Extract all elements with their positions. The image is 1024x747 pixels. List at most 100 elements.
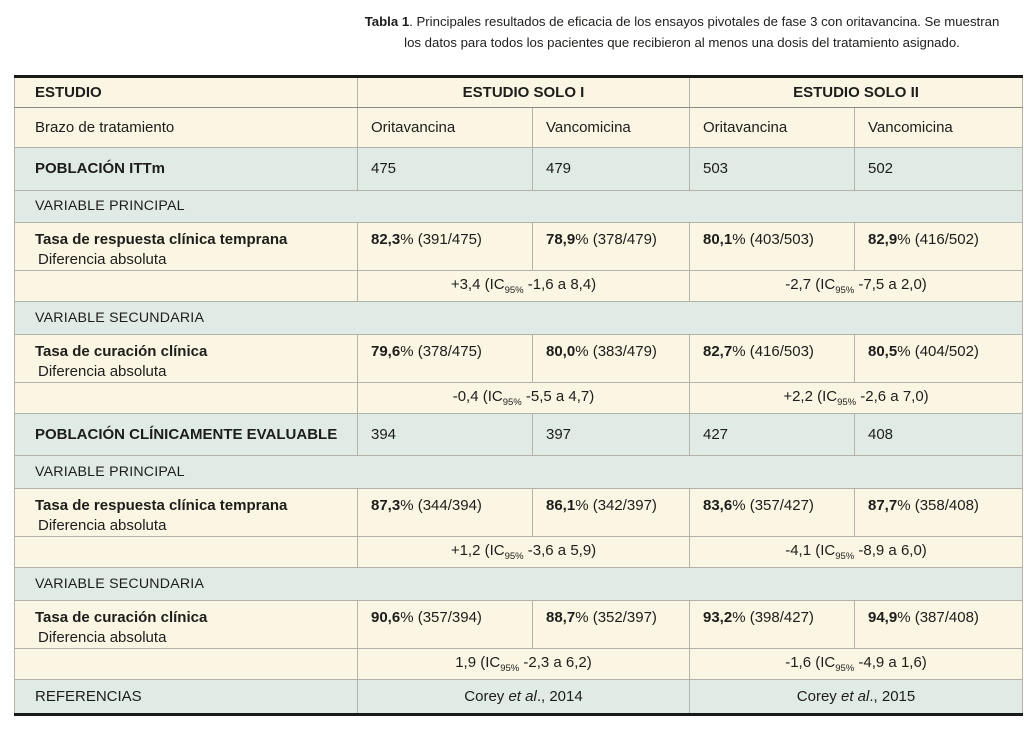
pce-population-row: POBLACIÓN CLÍNICAMENTE EVALUABLE 394 397… [14, 412, 1024, 456]
value-solo2-vanco: 82,9% (416/502) [853, 221, 1024, 271]
caption-label: Tabla 1 [364, 14, 410, 29]
ci-subscript: 95% [835, 550, 855, 562]
value-frac: % (387/408) [897, 608, 979, 626]
diff-text: -2,3 a 6,2) [519, 653, 592, 671]
header-estudio-solo-2: ESTUDIO SOLO II [688, 75, 1024, 108]
value-pct: 88,7 [546, 608, 576, 626]
value-frac: % (358/408) [897, 496, 979, 514]
value-frac: % (416/503) [732, 342, 814, 360]
value-pct: 86,1 [546, 496, 576, 514]
measure-label: Tasa de curación clínica [35, 608, 208, 626]
measure-sublabel: Diferencia absoluta [38, 250, 167, 268]
reference-etal: et al [508, 687, 537, 705]
value-solo1-vanco: 88,7% (352/397) [532, 599, 690, 649]
measure-sublabel: Diferencia absoluta [38, 516, 167, 534]
ci-subscript: 95% [502, 396, 522, 408]
value-frac: % (416/502) [897, 230, 979, 248]
ittm-principal-diff-row: +3,4 (IC95% -1,6 a 8,4) -2,7 (IC95% -7,5… [14, 269, 1024, 302]
value-pct: 82,7 [703, 342, 733, 360]
value-solo1-orita: 79,6% (378/475) [357, 333, 533, 383]
ittm-population-label: POBLACIÓN ITTm [14, 146, 358, 191]
pce-population-label: POBLACIÓN CLÍNICAMENTE EVALUABLE [14, 412, 358, 456]
empty-cell [14, 647, 358, 680]
arm-solo1-vancomicina: Vancomicina [532, 106, 690, 148]
pce-secundaria-row: Tasa de curación clínica Diferencia abso… [14, 599, 1024, 649]
ci-subscript: 95% [835, 284, 855, 296]
diff-text: -4,9 a 1,6) [854, 653, 927, 671]
value-solo1-orita: 87,3% (344/394) [357, 487, 533, 537]
diff-text: +2,2 (IC [783, 387, 838, 405]
ci-subscript: 95% [837, 396, 857, 408]
diff-text: -1,6 a 8,4) [523, 275, 597, 293]
ci-subscript: 95% [504, 550, 524, 562]
ittm-n-solo2-vanco: 502 [853, 146, 1024, 191]
pce-n-solo1-vanco: 397 [532, 412, 690, 456]
value-frac: % (378/475) [400, 342, 482, 360]
pce-n-solo1-orita: 394 [357, 412, 533, 456]
reference-text: Corey [796, 687, 841, 705]
value-pct: 82,3 [371, 230, 401, 248]
measure-label: Tasa de respuesta clínica temprana [35, 496, 288, 514]
measure-label-cell: Tasa de curación clínica Diferencia abso… [14, 333, 358, 383]
diff-solo1: 1,9 (IC95% -2,3 a 6,2) [357, 647, 690, 680]
value-frac: % (357/427) [732, 496, 814, 514]
reference-solo1: Corey et al., 2014 [357, 678, 690, 715]
diff-text: -3,6 a 5,9) [523, 541, 597, 559]
diff-text: +1,2 (IC [450, 541, 505, 559]
reference-solo2: Corey et al., 2015 [688, 678, 1024, 715]
value-frac: % (398/427) [732, 608, 814, 626]
reference-text: Corey [464, 687, 509, 705]
header-row: ESTUDIO ESTUDIO SOLO I ESTUDIO SOLO II [14, 75, 1024, 108]
measure-label-cell: Tasa de respuesta clínica temprana Difer… [14, 487, 358, 537]
diff-solo2: -1,6 (IC95% -4,9 a 1,6) [688, 647, 1024, 680]
value-pct: 82,9 [868, 230, 898, 248]
value-solo1-vanco: 80,0% (383/479) [532, 333, 690, 383]
diff-text: -2,6 a 7,0) [856, 387, 929, 405]
measure-sublabel: Diferencia absoluta [38, 362, 167, 380]
diff-text: -4,1 (IC [785, 541, 836, 559]
ci-subscript: 95% [835, 662, 855, 674]
reference-etal: et al [840, 687, 870, 705]
value-pct: 79,6 [371, 342, 401, 360]
diff-text: -2,7 (IC [785, 275, 836, 293]
value-pct: 87,3 [371, 496, 401, 514]
ci-subscript: 95% [504, 284, 524, 296]
value-solo2-orita: 80,1% (403/503) [689, 221, 855, 271]
value-solo2-orita: 82,7% (416/503) [689, 333, 855, 383]
value-pct: 80,5 [868, 342, 898, 360]
diff-text: -7,5 a 2,0) [854, 275, 927, 293]
empty-cell [14, 269, 358, 302]
value-solo1-orita: 82,3% (391/475) [357, 221, 533, 271]
diff-text: +3,4 (IC [450, 275, 505, 293]
measure-label: Tasa de curación clínica [35, 342, 208, 360]
references-label: REFERENCIAS [14, 678, 358, 715]
value-pct: 93,2 [703, 608, 733, 626]
arm-solo2-vancomicina: Vancomicina [853, 106, 1024, 148]
section-variable-secundaria-ittm: VARIABLE SECUNDARIA [13, 300, 1024, 335]
value-frac: % (357/394) [400, 608, 482, 626]
reference-text: ., 2015 [869, 687, 916, 705]
section-title: VARIABLE SECUNDARIA [13, 300, 1024, 335]
measure-sublabel: Diferencia absoluta [38, 628, 167, 646]
ittm-n-solo1-orita: 475 [357, 146, 533, 191]
diff-solo1: +1,2 (IC95% -3,6 a 5,9) [357, 535, 690, 568]
section-variable-principal-ittm: VARIABLE PRINCIPAL [13, 189, 1024, 223]
diff-solo2: -4,1 (IC95% -8,9 a 6,0) [688, 535, 1024, 568]
ittm-principal-row: Tasa de respuesta clínica temprana Difer… [14, 221, 1024, 271]
empty-cell [14, 535, 358, 568]
treatment-arm-row: Brazo de tratamiento Oritavancina Vancom… [14, 106, 1024, 148]
diff-text: -8,9 a 6,0) [854, 541, 927, 559]
pce-principal-diff-row: +1,2 (IC95% -3,6 a 5,9) -4,1 (IC95% -8,9… [14, 535, 1024, 568]
diff-solo2: +2,2 (IC95% -2,6 a 7,0) [688, 381, 1024, 414]
diff-solo2: -2,7 (IC95% -7,5 a 2,0) [688, 269, 1024, 302]
measure-label-cell: Tasa de respuesta clínica temprana Difer… [14, 221, 358, 271]
value-pct: 80,0 [546, 342, 576, 360]
value-pct: 94,9 [868, 608, 898, 626]
reference-text: ., 2014 [536, 687, 583, 705]
empty-cell [14, 381, 358, 414]
ittm-secundaria-diff-row: -0,4 (IC95% -5,5 a 4,7) +2,2 (IC95% -2,6… [14, 381, 1024, 414]
value-frac: % (352/397) [575, 608, 657, 626]
value-solo2-orita: 93,2% (398/427) [689, 599, 855, 649]
value-frac: % (404/502) [897, 342, 979, 360]
value-solo2-vanco: 87,7% (358/408) [853, 487, 1024, 537]
